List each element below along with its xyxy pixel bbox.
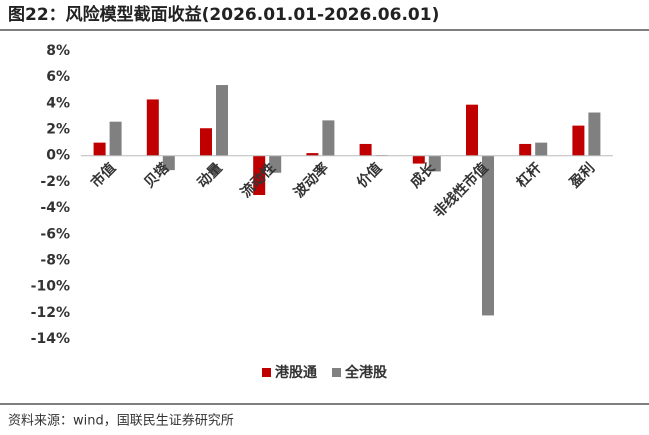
x-tick-label: 盈利	[566, 159, 599, 192]
bar	[162, 155, 175, 171]
y-tick-label: 6%	[46, 69, 70, 85]
x-tick-label: 杠杆	[513, 159, 545, 191]
y-tick-label: 4%	[46, 95, 70, 111]
bar	[535, 142, 548, 156]
y-tick-label: -4%	[40, 200, 70, 216]
bar	[428, 155, 441, 172]
y-tick-label: -6%	[40, 226, 70, 242]
y-tick-label: 8%	[46, 43, 70, 59]
x-tick-label: 动量	[194, 159, 226, 191]
legend-swatch	[332, 368, 341, 377]
x-tick-label: 市值	[87, 159, 119, 191]
bar	[572, 125, 585, 156]
bar	[412, 155, 425, 164]
bar	[253, 155, 266, 195]
x-tick-label: 波动率	[290, 159, 332, 201]
y-tick-label: 0%	[46, 148, 70, 164]
bar	[588, 112, 601, 156]
bar	[146, 99, 159, 156]
bar	[216, 85, 228, 156]
y-tick-label: 2%	[46, 122, 70, 138]
bar	[466, 104, 478, 156]
bar	[93, 142, 106, 156]
legend-swatch	[262, 368, 271, 377]
y-tick-label: -8%	[40, 252, 70, 268]
legend-label: 港股通	[275, 364, 317, 381]
bar	[109, 121, 122, 156]
bar	[306, 153, 319, 156]
y-tick-label: -14%	[31, 331, 70, 347]
bar	[322, 120, 335, 156]
bar	[200, 128, 212, 156]
legend-label: 全港股	[344, 364, 388, 381]
y-tick-label: -10%	[31, 279, 70, 295]
bar	[359, 143, 372, 156]
chart-title: 图22：风险模型截面收益(2026.01.01-2026.06.01)	[8, 4, 439, 25]
bar	[482, 155, 494, 316]
y-tick-label: -2%	[40, 174, 70, 190]
bar	[269, 155, 282, 173]
source-note: 资料来源：wind，国联民生证券研究所	[8, 413, 234, 429]
bar	[519, 143, 532, 156]
x-tick-label: 价值	[353, 159, 385, 191]
y-tick-label: -12%	[31, 305, 70, 321]
